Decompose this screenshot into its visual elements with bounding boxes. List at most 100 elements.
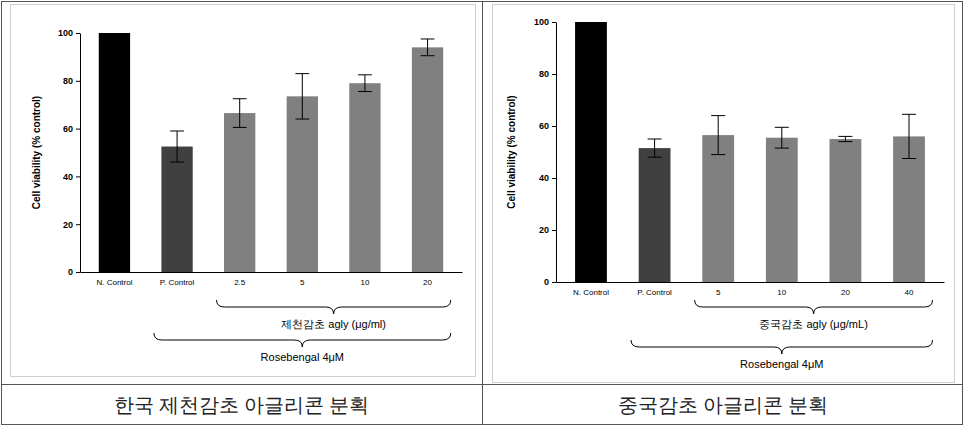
- bar: [224, 113, 255, 272]
- tick: P. Control: [637, 288, 672, 297]
- tick-mark: [76, 224, 80, 225]
- tick-label: 80: [63, 76, 73, 86]
- error-bar-cap: [233, 127, 247, 128]
- tick: N. Control: [573, 288, 609, 297]
- error-bar-cap: [775, 127, 789, 128]
- plot-area: [99, 33, 443, 272]
- tick: 40: [539, 173, 556, 183]
- tick: 20: [539, 225, 556, 235]
- tick: 80: [539, 69, 556, 79]
- axis-line: [81, 272, 463, 273]
- tick-label: 10: [777, 288, 786, 297]
- brace: [217, 300, 451, 314]
- tick-label: N. Control: [96, 278, 132, 287]
- error-bar-cap: [648, 157, 662, 158]
- tick-label: 2.5: [234, 278, 246, 287]
- tick: 0: [544, 277, 556, 287]
- error-bar-cap: [421, 38, 435, 39]
- tick: 20: [63, 220, 80, 230]
- chart: 020406080100N. ControlP. Control2.551020…: [11, 5, 476, 377]
- error-bar-stem: [177, 131, 178, 162]
- figure: 020406080100N. ControlP. Control2.551020…: [0, 0, 964, 426]
- bar: [575, 22, 607, 282]
- error-bar-cap: [648, 139, 662, 140]
- tick-mark: [552, 22, 556, 23]
- tick-label: 5: [300, 278, 305, 287]
- bar: [830, 139, 862, 282]
- tick: 20: [841, 288, 850, 297]
- annotation: Rosebengal 4μM: [261, 351, 344, 363]
- tick-mark: [552, 282, 556, 283]
- error-bar-stem: [427, 39, 428, 56]
- tick-mark: [552, 126, 556, 127]
- x-axis: N. Control P. Control 2.5 5 10 20: [81, 273, 463, 288]
- tick: N. Control: [96, 278, 132, 287]
- bar: [639, 148, 671, 282]
- error-bar-stem: [718, 116, 719, 155]
- bar: [349, 83, 380, 272]
- tick-mark: [552, 178, 556, 179]
- brace: [695, 300, 933, 314]
- bar: [287, 96, 318, 272]
- table-border: [2, 2, 963, 425]
- error-bar-cap: [358, 74, 372, 75]
- tick-label: 60: [539, 121, 549, 131]
- y-axis: 020406080100: [58, 28, 81, 277]
- error-bar: [711, 116, 725, 155]
- tick-label: 40: [63, 172, 73, 182]
- tick-label: 40: [905, 288, 914, 297]
- tick-label: 5: [716, 288, 721, 297]
- bar: [412, 47, 443, 272]
- plot-area: [575, 22, 925, 282]
- tick-mark: [76, 33, 80, 34]
- error-bar: [648, 139, 662, 157]
- tick-label: 100: [534, 17, 549, 27]
- tick-mark: [76, 81, 80, 82]
- brace: [631, 340, 932, 354]
- error-bar-stem: [909, 114, 910, 158]
- error-bar: [421, 39, 435, 56]
- axis-line: [80, 34, 81, 273]
- error-bar: [358, 75, 372, 92]
- x-axis: N. Control P. Control 5 10 20 40: [557, 283, 945, 298]
- bar: [99, 33, 130, 272]
- annotation: 중국감초 agly (μg/mL): [759, 318, 867, 330]
- error-bar: [233, 99, 247, 128]
- error-bar-stem: [654, 139, 655, 157]
- error-bar-cap: [358, 91, 372, 92]
- error-bar-cap: [170, 130, 184, 131]
- tick-label: 0: [68, 267, 73, 277]
- error-bar-cap: [902, 114, 916, 115]
- error-bar: [295, 74, 309, 119]
- tick-label: P. Control: [160, 278, 195, 287]
- y-axis: 0 20 40 60 80 100: [534, 17, 557, 287]
- tick: 10: [777, 288, 786, 297]
- error-bar-cap: [295, 119, 309, 120]
- chart-frame: [11, 5, 476, 377]
- error-bar: [170, 131, 184, 162]
- tick-label: 40: [539, 173, 549, 183]
- tick-label: P. Control: [637, 288, 672, 297]
- tick: 5: [716, 288, 721, 297]
- tick-mark: [552, 230, 556, 231]
- tick: 2.5: [234, 278, 246, 287]
- tick: 10: [360, 278, 369, 287]
- chart: 0 20 40 60 80 100 N. Control P. Control 5 10 20 40 C…: [493, 5, 955, 383]
- error-bar-cap: [902, 158, 916, 159]
- bar: [702, 135, 734, 282]
- error-bar-stem: [845, 136, 846, 141]
- error-bar-cap: [711, 115, 725, 116]
- caption: 중국감초 아글리콘 분획: [618, 394, 828, 416]
- caption: 한국 제천감초 아글리콘 분획: [114, 394, 369, 416]
- error-bar-stem: [302, 74, 303, 119]
- y-axis-title: Cell viability (% control): [506, 95, 517, 208]
- tick-label: 60: [63, 124, 73, 134]
- tick-mark: [552, 74, 556, 75]
- tick: 40: [63, 172, 80, 182]
- tick: 20: [423, 278, 432, 287]
- axis-line: [556, 23, 557, 283]
- error-bar-cap: [838, 136, 852, 137]
- tick-label: 20: [423, 278, 432, 287]
- error-bar-cap: [838, 141, 852, 142]
- tick: 5: [300, 278, 305, 287]
